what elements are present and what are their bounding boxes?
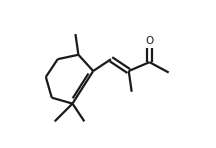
Text: O: O [145,36,154,46]
